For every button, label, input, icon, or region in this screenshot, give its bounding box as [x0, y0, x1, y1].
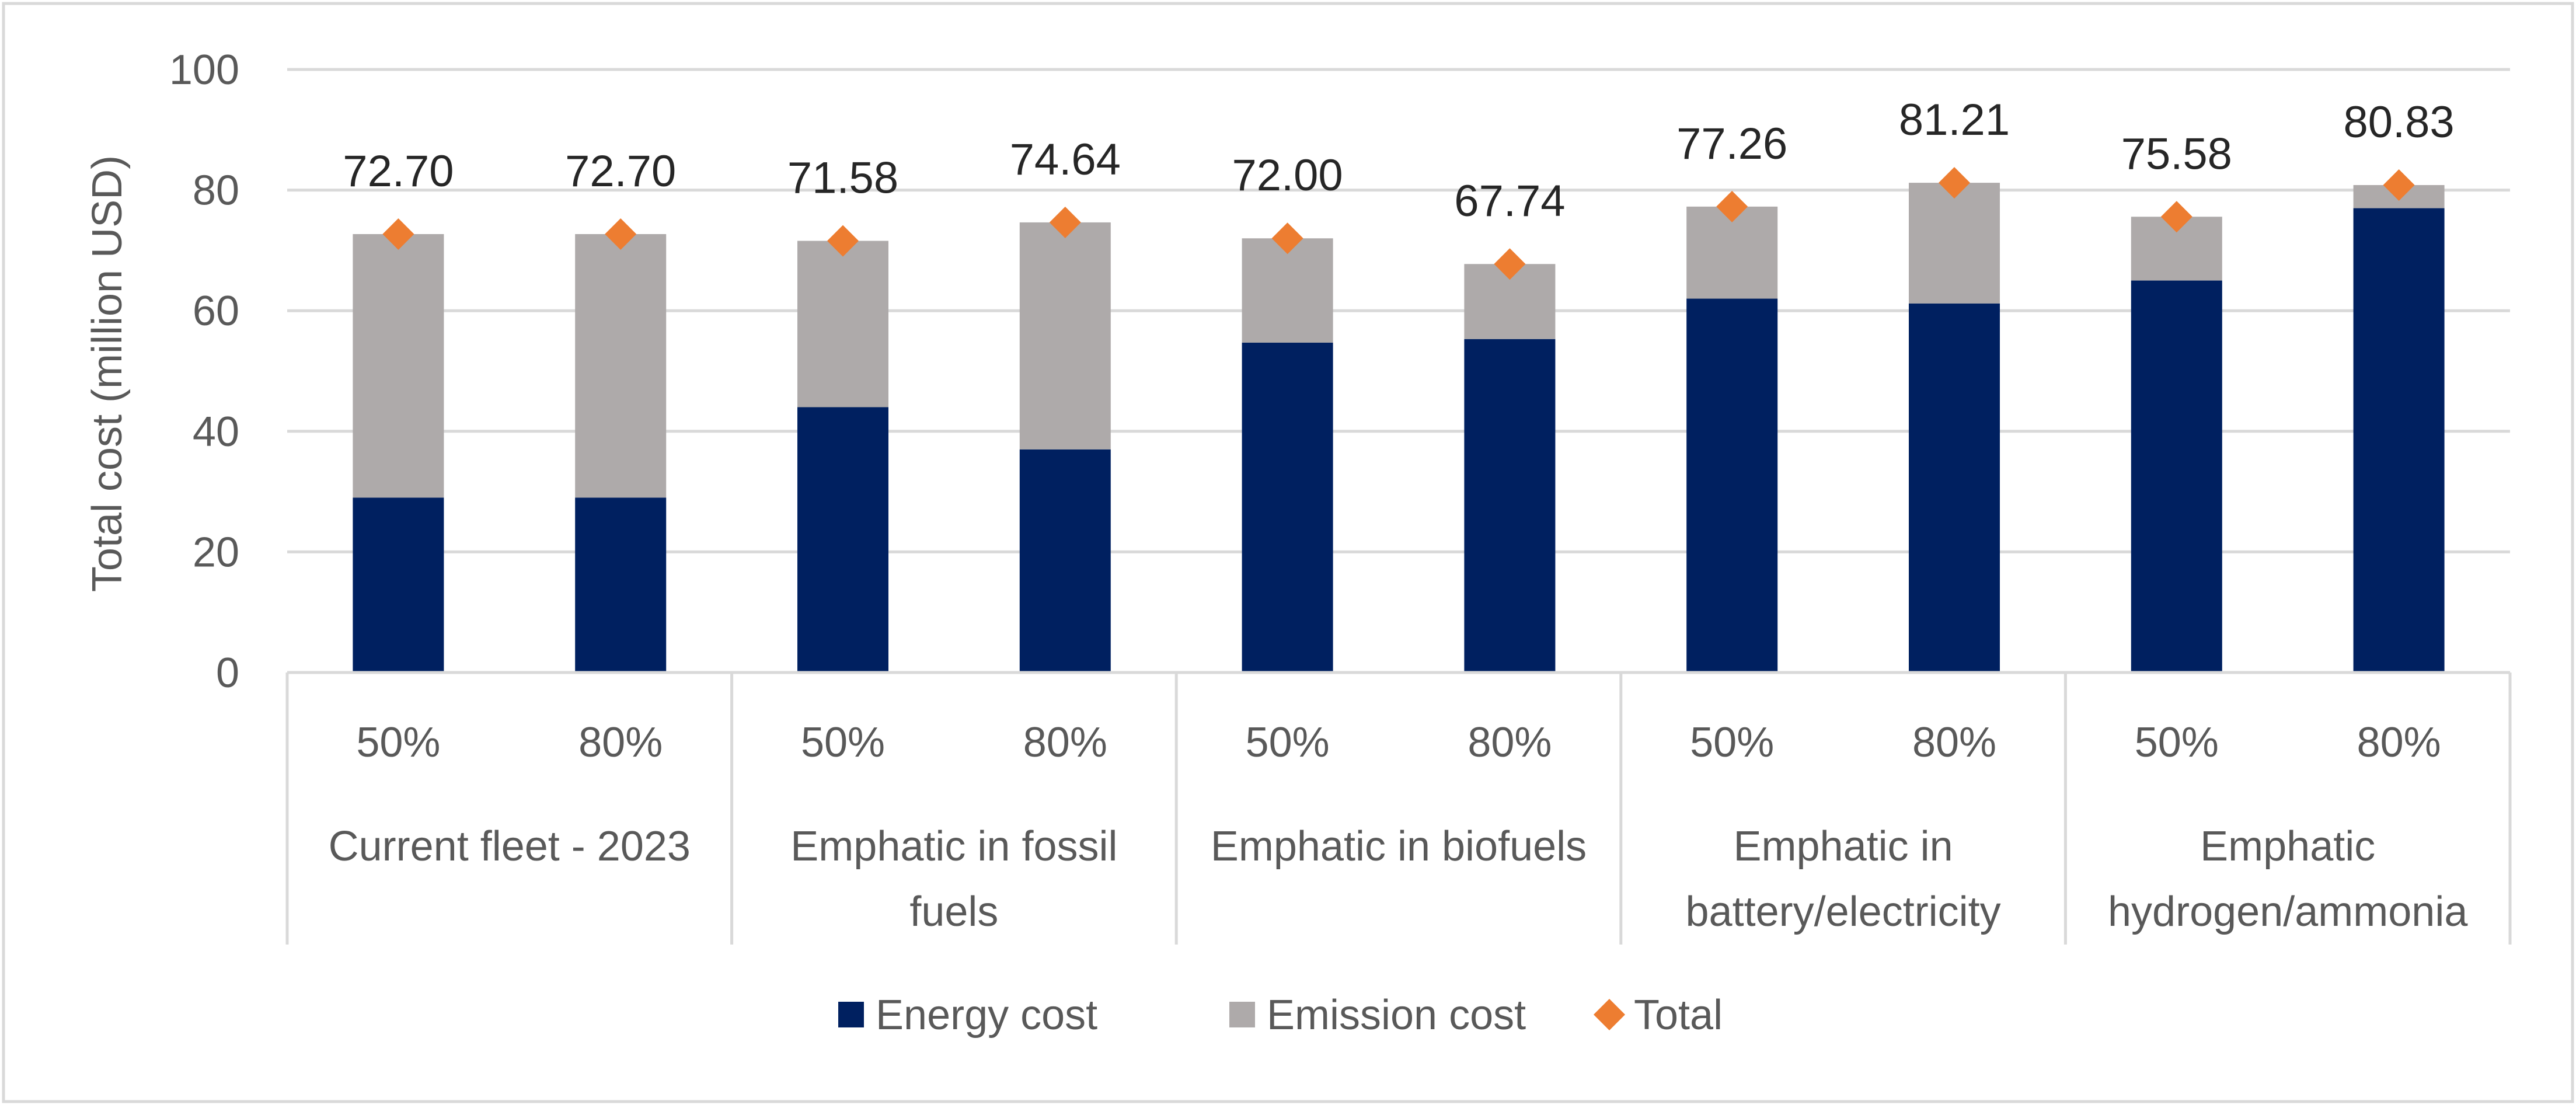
legend-item: Emission cost — [1229, 992, 1526, 1039]
x-tick-label: 50% — [2135, 719, 2219, 766]
y-tick-label: 40 — [193, 409, 239, 455]
legend-swatch — [838, 1002, 864, 1027]
legend-swatch — [1229, 1002, 1255, 1027]
x-tick-label: 80% — [1912, 719, 1996, 766]
x-group-label: Current fleet - 2023 — [329, 823, 691, 870]
total-data-label: 75.58 — [2121, 129, 2232, 179]
total-marker — [1716, 190, 1748, 222]
total-data-label: 72.70 — [565, 147, 676, 196]
energy-cost-bar — [1686, 298, 1778, 673]
energy-cost-bar — [797, 407, 888, 673]
legend-item: Total — [1594, 992, 1723, 1039]
x-group-label: Emphatic in biofuels — [1211, 823, 1587, 870]
y-tick-label: 20 — [193, 529, 239, 576]
emission-cost-bar — [797, 241, 888, 407]
total-marker — [827, 225, 859, 257]
x-tick-label: 80% — [1467, 719, 1552, 766]
x-group-label: Emphatic — [2200, 823, 2375, 870]
total-marker — [1494, 248, 1526, 280]
bars — [353, 183, 2445, 673]
y-axis-tick-labels: 0 20 40 60 80 100 — [169, 47, 239, 696]
emission-cost-bar — [1242, 238, 1333, 343]
legend-item: Energy cost — [838, 992, 1097, 1039]
x-tick-label: 50% — [1690, 719, 1774, 766]
total-marker — [382, 218, 414, 250]
legend-label: Energy cost — [876, 992, 1097, 1039]
total-marker — [605, 218, 637, 250]
x-tick-label: 80% — [2357, 719, 2441, 766]
y-tick-label: 80 — [193, 168, 239, 214]
x-axis: 50% 80% 50% 80% 50% 80% 50% 80% 50% 80% Current fl… — [285, 671, 2512, 945]
total-data-label: 77.26 — [1676, 119, 1787, 169]
total-data-label: 71.58 — [787, 154, 898, 203]
legend-label: Total — [1634, 992, 1723, 1039]
total-marker — [1939, 167, 1970, 199]
total-data-labels: 72.70 72.70 71.58 74.64 72.00 67.74 77.26 81.21… — [343, 95, 2454, 226]
total-marker — [2383, 169, 2415, 201]
x-tick-label: 50% — [1246, 719, 1330, 766]
energy-cost-bar — [1464, 339, 1556, 673]
energy-cost-bar — [353, 497, 444, 673]
legend-swatch — [1594, 999, 1625, 1030]
total-marker — [1271, 222, 1303, 255]
total-data-label: 74.64 — [1010, 135, 1121, 184]
total-markers — [382, 167, 2415, 280]
energy-cost-bar — [2131, 280, 2222, 673]
x-tick-label: 80% — [578, 719, 663, 766]
total-marker — [2160, 201, 2192, 233]
x-tick-label: 50% — [356, 719, 440, 766]
legend-label: Emission cost — [1267, 992, 1526, 1039]
energy-cost-bar — [575, 497, 667, 673]
x-tick-label: 50% — [801, 719, 885, 766]
energy-cost-bar — [1019, 449, 1111, 673]
legend: Energy cost Emission cost Total — [838, 992, 1723, 1039]
total-data-label: 80.83 — [2344, 97, 2455, 147]
total-data-label: 81.21 — [1899, 95, 2010, 145]
total-data-label: 72.00 — [1232, 151, 1343, 200]
energy-cost-bar — [1242, 342, 1333, 673]
energy-cost-bar — [2353, 208, 2445, 673]
y-tick-label: 100 — [169, 47, 239, 93]
y-axis-title: Total cost (million USD) — [84, 155, 131, 592]
x-group-label: Emphatic in fossil — [790, 823, 1117, 870]
total-marker — [1049, 206, 1081, 238]
x-group-label: hydrogen/ammonia — [2108, 889, 2468, 935]
emission-cost-bar — [575, 234, 667, 498]
y-tick-label: 0 — [216, 650, 239, 696]
emission-cost-bar — [353, 234, 444, 498]
emission-cost-bar — [1019, 222, 1111, 450]
emission-cost-bar — [1909, 183, 2000, 304]
x-group-label: fuels — [909, 889, 998, 935]
y-tick-label: 60 — [193, 288, 239, 335]
x-tick-label: 80% — [1023, 719, 1107, 766]
total-data-label: 67.74 — [1454, 176, 1565, 226]
x-group-label: Emphatic in — [1734, 823, 1953, 870]
x-group-label: battery/electricity — [1686, 889, 2001, 935]
total-data-label: 72.70 — [343, 147, 454, 196]
energy-cost-bar — [1909, 303, 2000, 673]
